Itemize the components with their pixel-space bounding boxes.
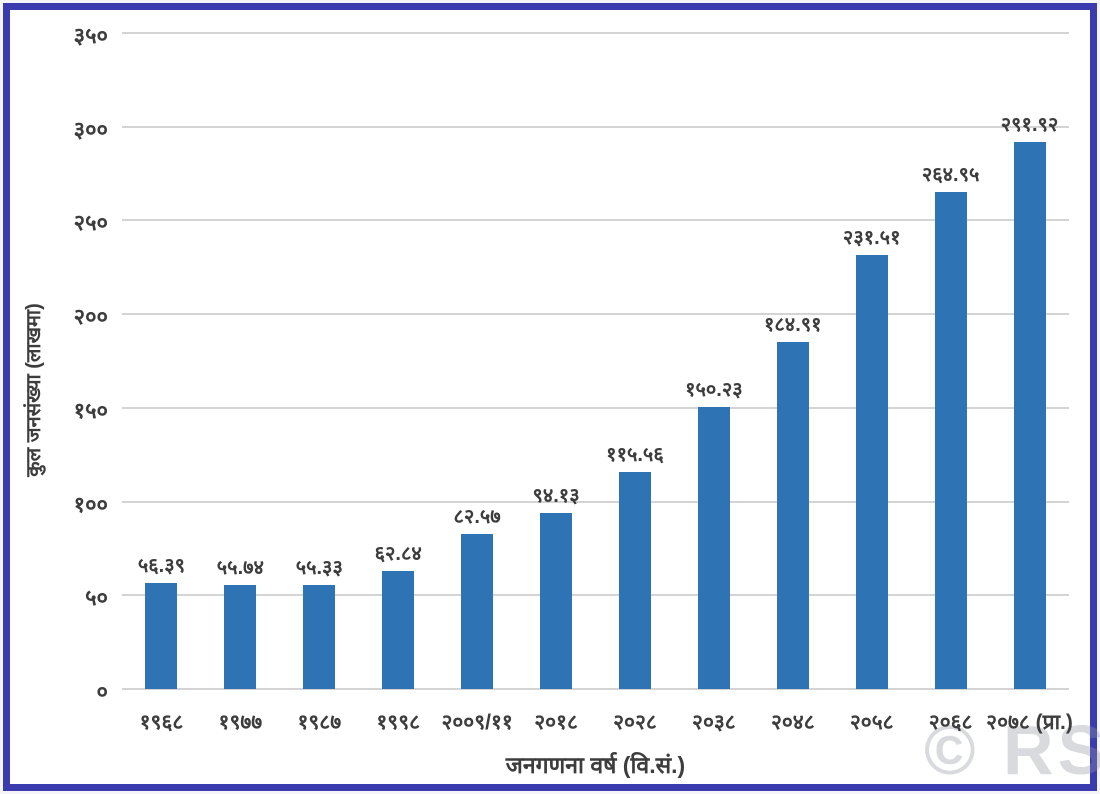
bar-value-label: १८४.९१	[764, 314, 822, 337]
bar	[776, 342, 809, 689]
gridline	[122, 688, 1069, 690]
bar	[303, 585, 336, 689]
gridline	[122, 313, 1069, 316]
bar-value-label: १५०.२३	[685, 379, 743, 402]
y-axis-tick-label: १५०	[73, 397, 108, 423]
x-axis-tick-label: १९९८	[376, 711, 421, 734]
x-axis-tick-label: २००९/११	[441, 711, 513, 734]
watermark: © RS	[924, 711, 1100, 789]
x-axis-tick-label: २०७८ (प्रा.)	[986, 711, 1073, 734]
x-axis-tick-label: १९७७	[218, 711, 263, 734]
bar-value-label: ९४.१३	[532, 484, 580, 507]
bar	[461, 534, 494, 689]
x-axis-tick-label: २०४८	[770, 711, 815, 734]
bar	[382, 571, 415, 689]
y-axis-tick-label: ५०	[85, 585, 108, 611]
bar-value-label: ५५.३३	[295, 557, 343, 580]
bar-value-label: ५६.३९	[137, 555, 186, 578]
y-axis-tick-label: ३५०	[73, 23, 108, 48]
gridline	[122, 32, 1069, 34]
bar	[540, 512, 573, 689]
bar-value-label: ६२.८४	[374, 543, 422, 566]
gridline	[122, 406, 1069, 409]
y-axis-tick-label: ३००	[73, 116, 108, 142]
bar	[618, 472, 651, 689]
bar-value-label: २३१.५१	[842, 227, 901, 250]
bar-value-label: ५५.७४	[216, 556, 264, 579]
bar-value-label: ११५.५६	[606, 444, 664, 467]
x-axis-tick-label: २०२८	[613, 711, 657, 734]
y-axis-tick-label: २००	[73, 304, 108, 330]
x-axis-tick-label: २०५८	[849, 711, 894, 734]
gridline	[122, 125, 1069, 128]
x-axis-title: जनगणना वर्ष (वि.सं.)	[505, 752, 686, 778]
x-axis-tick-label: २०१८	[534, 711, 578, 734]
bar-value-label: ८२.५७	[453, 506, 501, 529]
y-axis-title: कुल जनसंख्या (लाखमा)	[23, 303, 45, 477]
x-axis-tick-label: २०६८	[928, 711, 973, 734]
x-axis-tick-label: १९६८	[139, 711, 184, 734]
y-axis-tick-label: १००	[73, 491, 108, 517]
x-axis-tick-label: १९८७	[297, 711, 342, 734]
gridline	[122, 594, 1069, 597]
gridline	[122, 219, 1069, 222]
x-axis-tick-label: २०३८	[692, 711, 736, 734]
bar-value-label: २९१.९२	[1000, 113, 1059, 136]
bar	[145, 583, 178, 689]
bar-value-label: २६४.९५	[921, 164, 980, 187]
gridline	[122, 500, 1069, 503]
bar	[224, 584, 257, 689]
bar	[1013, 141, 1046, 689]
bar	[934, 192, 967, 689]
bar	[855, 255, 888, 689]
y-axis-tick-label: ०	[96, 679, 108, 704]
bar	[697, 407, 730, 689]
y-axis-tick-label: २५०	[73, 210, 108, 236]
